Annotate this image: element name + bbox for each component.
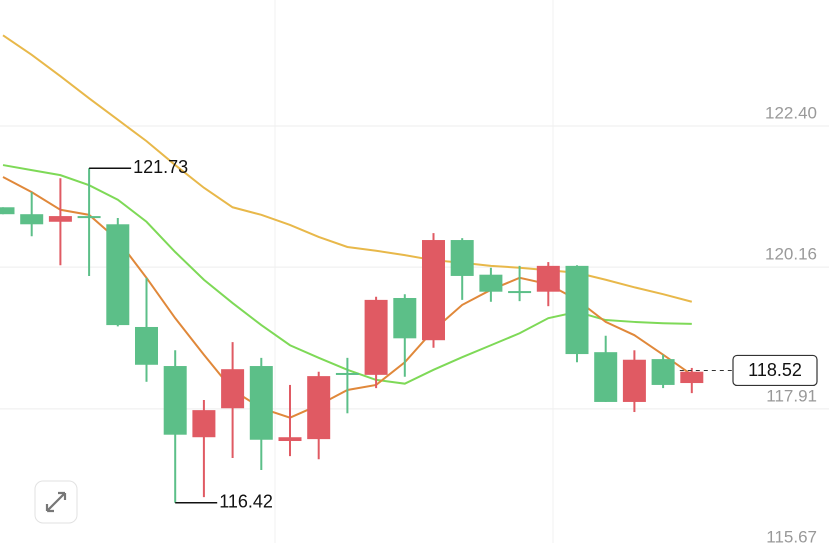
y-tick-label: 120.16 (765, 245, 817, 264)
candle-body (77, 216, 101, 219)
candle-body (479, 274, 503, 292)
candle-body (450, 240, 474, 276)
candle-body (163, 366, 187, 435)
candle-body (594, 352, 618, 402)
candle-body (221, 369, 245, 409)
y-tick-label: 115.67 (766, 527, 817, 543)
candle-body (192, 410, 216, 438)
last-price-label: 118.52 (748, 360, 802, 380)
candle-body (422, 240, 445, 341)
candle-body (651, 359, 675, 385)
candle-body (307, 376, 331, 440)
last-price-box (732, 354, 818, 387)
candle-body (536, 265, 560, 292)
candle-body (335, 372, 359, 375)
candle-body (278, 437, 302, 442)
candle-body (106, 224, 130, 326)
candle-body (393, 297, 417, 339)
y-tick-label: 122.40 (765, 103, 817, 122)
min-label: 116.42 (219, 491, 273, 511)
candle-body (135, 326, 158, 365)
candle-body (565, 265, 589, 355)
max-label: 121.73 (133, 157, 188, 177)
candle-body (0, 207, 15, 215)
candle-body (622, 359, 646, 402)
expand-button[interactable] (34, 480, 78, 524)
candle-body (249, 366, 273, 440)
expand-icon[interactable] (45, 491, 67, 513)
candle-body (680, 371, 704, 384)
candle-body (508, 291, 532, 294)
candle-body (48, 216, 72, 222)
y-tick-label: 117.91 (766, 386, 817, 405)
candle-body (364, 299, 388, 375)
candle-body (20, 214, 44, 225)
